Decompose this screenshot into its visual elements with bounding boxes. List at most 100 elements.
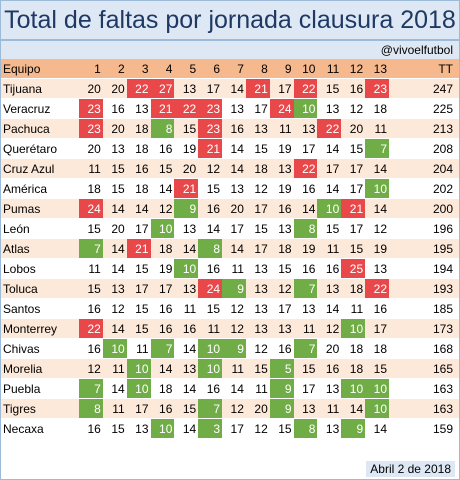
cell: 9 [269,378,294,399]
cell: 17 [198,78,223,99]
cell: 163 [389,398,459,419]
cell: 163 [389,378,459,399]
cell: 17 [245,238,270,259]
team-name: Veracruz [1,98,79,119]
cell: 16 [102,98,127,119]
cell: 13 [293,398,318,419]
cell: 12 [222,298,246,319]
cell: 12 [245,178,270,199]
cell: 18 [365,98,389,119]
cell: 21 [245,78,270,99]
title: Total de faltas por jornada clausura 201… [1,1,459,41]
cell: 17 [293,138,318,159]
cell: 10 [198,358,223,379]
cell: 204 [389,158,459,179]
cell: 159 [389,418,459,439]
team-name: León [1,218,79,239]
cell: 13 [222,98,246,119]
cell: 16 [198,378,223,399]
cell: 185 [389,298,459,319]
cell: 14 [222,158,246,179]
team-name: Santos [1,298,79,319]
team-name: Lobos [1,258,79,279]
cell: 16 [269,338,294,359]
cell: 21 [126,238,151,259]
cell: 13 [269,318,294,339]
cell: 11 [79,158,103,179]
cell: 16 [150,138,175,159]
cell: 10 [126,378,151,399]
cell: 16 [79,418,103,439]
team-name: Puebla [1,378,79,399]
team-name: Tigres [1,398,79,419]
cell: 18 [245,158,270,179]
cell: 5 [269,358,294,379]
cell: 7 [293,338,318,359]
team-name: Morelia [1,358,79,379]
cell: 11 [245,378,270,399]
cell: 17 [269,298,294,319]
cell: 23 [79,98,103,119]
cell: 8 [198,238,223,259]
cell: 25 [341,258,366,279]
cell: 20 [102,118,127,139]
cell: 11 [174,298,199,319]
header-cell: Equipo [1,59,79,79]
cell: 208 [389,138,459,159]
cell: 20 [317,338,342,359]
cell: 22 [79,318,103,339]
cell: 12 [245,338,270,359]
cell: 11 [222,258,246,279]
cell: 17 [222,418,246,439]
cell: 11 [198,318,223,339]
row: Toluca 15 13 17 17 13 24 9 13 12 7 13 18 22 193 [1,278,459,299]
cell: 13 [126,98,151,119]
row: Puebla 7 14 10 18 14 16 14 11 9 17 13 10 10 163 [1,378,459,399]
header-cell: 11 [317,59,342,79]
footer: Abril 2 de 2018 [366,461,455,477]
cell: 14 [222,78,246,99]
cell: 14 [222,238,246,259]
cell: 11 [341,298,366,319]
cell: 20 [79,78,103,99]
cell: 24 [79,198,103,219]
cell: 16 [174,318,199,339]
cell: 21 [174,178,199,199]
cell: 12 [341,98,366,119]
team-name: Cruz Azul [1,158,79,179]
cell: 13 [317,278,342,299]
cell: 7 [365,138,389,159]
row: Monterrey 22 14 15 16 16 11 12 13 13 11 12 10 17 173 [1,318,459,339]
cell: 18 [126,178,151,199]
cell: 13 [293,298,318,319]
cell: 13 [269,218,294,239]
row: Lobos 11 14 15 19 10 16 11 13 15 16 16 25 13 194 [1,258,459,279]
cell: 15 [126,298,151,319]
cell: 15 [269,418,294,439]
cell: 20 [245,398,270,419]
cell: 14 [174,418,199,439]
cell: 15 [198,178,223,199]
team-name: Toluca [1,278,79,299]
cell: 11 [293,318,318,339]
cell: 22 [174,98,199,119]
cell: 10 [293,98,318,119]
cell: 9 [341,418,366,439]
cell: 15 [102,418,127,439]
row: Necaxa 16 15 13 10 14 3 17 12 15 8 13 9 14 159 [1,418,459,439]
cell: 15 [245,218,270,239]
cell: 23 [198,118,223,139]
cell: 19 [365,238,389,259]
cell: 14 [102,198,127,219]
cell: 15 [317,78,342,99]
cell: 10 [317,198,342,219]
cell: 11 [317,398,342,419]
cell: 168 [389,338,459,359]
cell: 11 [317,238,342,259]
cell: 11 [269,118,294,139]
cell: 14 [222,138,246,159]
cell: 14 [365,418,389,439]
cell: 16 [126,158,151,179]
cell: 14 [198,218,223,239]
cell: 10 [150,218,175,239]
